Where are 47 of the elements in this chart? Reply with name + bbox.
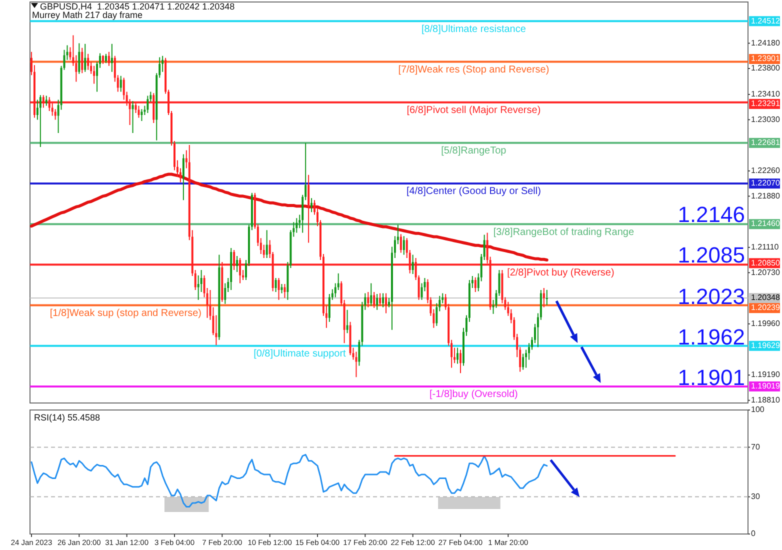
- y-tick-label: 1.24512: [751, 16, 780, 26]
- ref-line-label: [6/8]Pivot sell (Major Reverse): [406, 104, 541, 116]
- ref-line-label: [4/8]Center (Good Buy or Sell): [406, 186, 541, 198]
- y-tick-label: 1.24180: [751, 38, 780, 48]
- y-tick-label: 1.23030: [751, 114, 780, 124]
- annotation: 1.1901: [678, 365, 745, 390]
- ref-line-label: [5/8]RangeTop: [441, 146, 507, 157]
- y-tick-label: 1.23901: [751, 54, 780, 64]
- text: Murrey Math 217 day frame: [32, 10, 143, 20]
- y-tick-label: 1.23410: [751, 90, 780, 99]
- annotation: 1.2023: [678, 284, 745, 309]
- y-tick-label: 1.23800: [751, 64, 780, 73]
- candlestick: [546, 290, 548, 306]
- annotation: 1.2085: [678, 242, 745, 268]
- y-tick-label: 1.21460: [751, 219, 780, 228]
- ref-line-label: [0/8]Ultimate support: [254, 348, 346, 360]
- y-tick-label: 1.19960: [751, 318, 780, 328]
- ref-line-label: [7/8]Weak res (Stop and Reverse): [398, 64, 550, 76]
- chart-title: GBPUSD,H4 1.20345 1.20471 1.20242 1.20348: [40, 1, 235, 12]
- y-tick-label: 1.22260: [751, 166, 780, 176]
- y-tick-label: 1.19629: [751, 340, 780, 350]
- y-tick-label: 1.19190: [751, 370, 780, 380]
- annotation: 1.2146: [678, 202, 745, 228]
- y-tick-label: 1.23291: [751, 99, 780, 108]
- ref-line-label: [1/8]Weak sup (stop and Reverse): [50, 308, 202, 319]
- y-tick-label: 30: [751, 492, 760, 501]
- y-tick-label: 1.20850: [751, 258, 780, 268]
- ref-line-label: [8/8]Ultimate resistance: [421, 24, 526, 35]
- y-tick-label: 1.20730: [751, 268, 780, 277]
- ref-line-label: [3/8]RangeBot of trading Range: [493, 226, 634, 238]
- y-tick-label: 0: [751, 529, 756, 538]
- ref-line-label: [2/8]Pivot buy (Reverse): [507, 267, 614, 278]
- y-tick-label: 1.19019: [751, 382, 780, 391]
- y-tick-label: 1.20348: [751, 293, 780, 302]
- candlestick: [132, 101, 134, 134]
- y-tick-label: 1.22681: [751, 138, 780, 148]
- y-tick-label: 100: [751, 405, 765, 414]
- annotation: 1.1962: [678, 324, 745, 350]
- ref-line-label: [-1/8]buy (Oversold): [430, 389, 518, 400]
- chart-title: RSI(14) 55.4588: [34, 412, 100, 422]
- y-tick-label: 1.22070: [751, 178, 780, 188]
- line-series: [30, 454, 548, 508]
- y-tick-label: 1.20239: [751, 303, 780, 312]
- y-tick-label: 1.21880: [751, 191, 780, 200]
- y-tick-label: 70: [751, 442, 760, 452]
- y-tick-label: 1.21110: [751, 242, 780, 252]
- y-tick-label: 1.18810: [751, 395, 780, 404]
